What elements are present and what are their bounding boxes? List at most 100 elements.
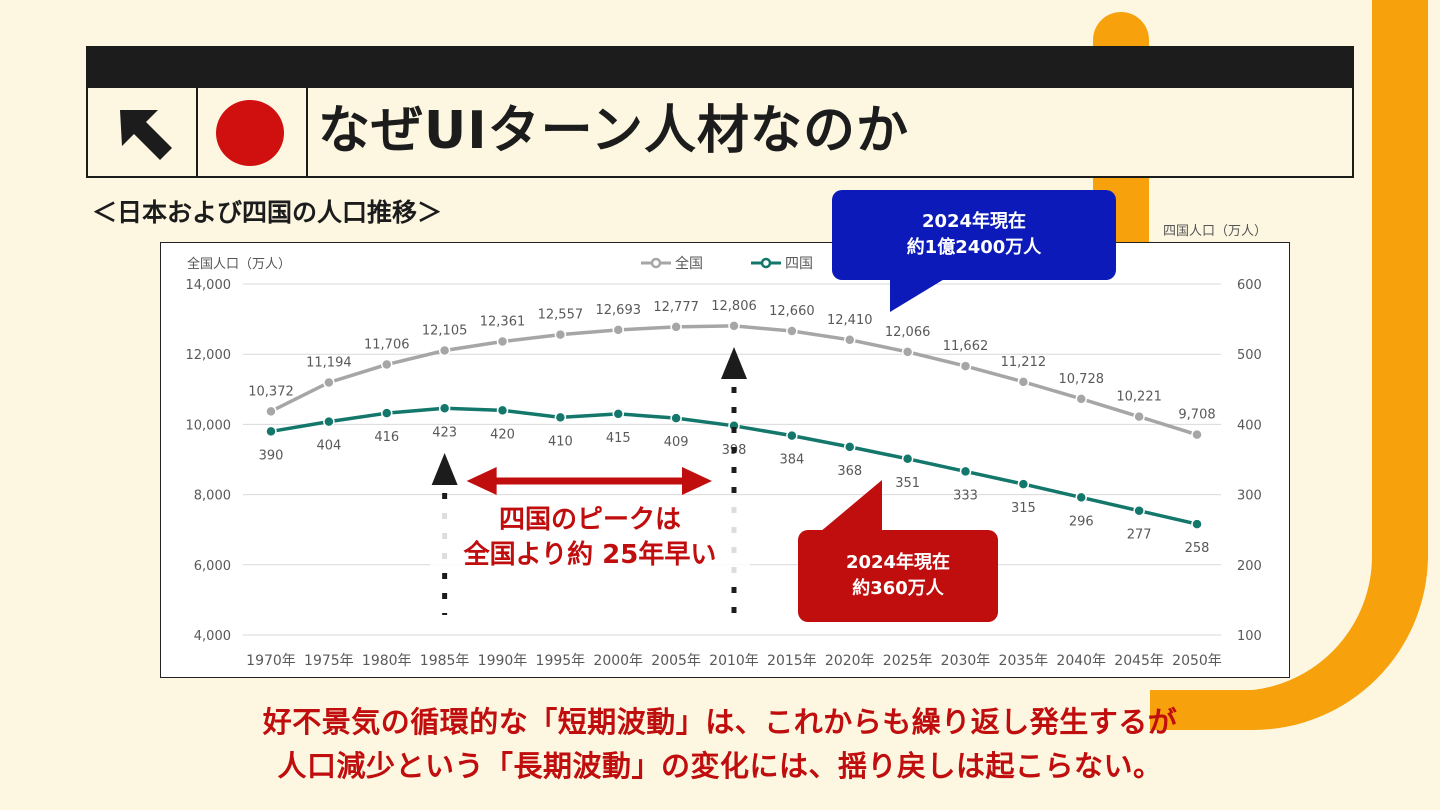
data-point [844, 334, 856, 346]
data-label: 423 [432, 425, 457, 440]
data-label: 10,728 [1059, 372, 1105, 387]
y-right-tick-label: 600 [1237, 278, 1262, 293]
data-point [1017, 376, 1030, 388]
data-label: 10,372 [248, 384, 294, 399]
x-tick-label: 2005年 [651, 653, 701, 669]
right-axis-title: 四国人口（万人） [1163, 224, 1268, 239]
y-right-tick-label: 100 [1237, 629, 1262, 644]
data-point [728, 320, 740, 332]
x-tick-label: 2000年 [593, 653, 643, 669]
data-label: 409 [664, 435, 689, 450]
data-point [554, 411, 567, 424]
peak-arrowhead [431, 453, 458, 485]
legend-label: 全国 [675, 255, 703, 272]
data-label: 11,662 [943, 339, 989, 354]
header-bar [88, 48, 1352, 88]
x-tick-label: 2015年 [767, 653, 817, 669]
callout-shikoku-line2: 約360万人 [852, 578, 944, 599]
x-tick-label: 2050年 [1172, 653, 1222, 669]
data-point [786, 429, 798, 442]
data-label: 9,708 [1178, 408, 1215, 423]
data-label: 12,777 [653, 300, 699, 315]
data-point [670, 412, 682, 424]
x-tick-label: 1990年 [478, 653, 528, 669]
callout-national-line2: 約1億2400万人 [906, 237, 1042, 258]
data-point [901, 346, 914, 358]
data-label: 12,361 [480, 315, 526, 330]
data-point [265, 425, 277, 438]
y-left-tick-label: 4,000 [194, 629, 231, 644]
data-label: 410 [548, 434, 573, 449]
data-label: 12,557 [538, 308, 584, 323]
data-point [786, 325, 798, 337]
data-point [1133, 504, 1145, 517]
chart-panel: 全国人口（万人） 4,000 100 6,000 200 8,000 300 10,000 4… [160, 242, 1290, 678]
data-label: 416 [374, 430, 399, 445]
x-tick-label: 2045年 [1114, 653, 1164, 669]
peak-note: 四国のピークは 全国より約 25年早い [430, 503, 750, 573]
x-tick-label: 2010年 [709, 653, 759, 669]
legend-marker [760, 257, 772, 269]
data-label: 420 [490, 427, 515, 442]
message-line2: 人口減少という「長期波動」の変化には、揺り戻しは起こらない。 [277, 749, 1163, 783]
peak-gap-arrowhead-right [682, 467, 712, 495]
data-label: 415 [606, 431, 631, 446]
data-point [1191, 428, 1203, 441]
data-label: 12,066 [885, 325, 931, 340]
page-title: なぜUIターン人材なのか [318, 101, 909, 161]
arrow-cell [88, 88, 198, 176]
data-label: 351 [895, 476, 920, 491]
bottom-message: 好不景気の循環的な「短期波動」は、これからも繰り返し発生するが 人口減少という「… [0, 700, 1440, 788]
data-point [496, 335, 509, 348]
data-label: 11,194 [306, 355, 352, 370]
left-axis-title: 全国人口（万人） [187, 257, 292, 272]
legend-marker [650, 257, 662, 269]
x-tick-label: 2025年 [883, 653, 933, 669]
x-tick-label: 2035年 [999, 653, 1049, 669]
data-label: 384 [779, 453, 804, 468]
data-point [844, 441, 856, 453]
data-label: 404 [316, 439, 341, 454]
data-label: 10,221 [1116, 390, 1162, 405]
dot-cell [198, 88, 308, 176]
data-point [554, 328, 567, 341]
peak-note-line2: 全国より約 25年早い [463, 540, 717, 570]
message-line1: 好不景気の循環的な「短期波動」は、これからも繰り返し発生するが [262, 705, 1178, 739]
data-point [323, 415, 335, 428]
data-point [901, 453, 914, 465]
x-tick-label: 2030年 [941, 653, 991, 669]
x-tick-label: 2040年 [1056, 653, 1106, 669]
data-label: 12,693 [596, 303, 642, 318]
data-point [959, 465, 972, 478]
section-title: ＜日本および四国の人口推移＞ [92, 198, 443, 227]
legend-label: 四国 [785, 256, 813, 272]
callout-national-pointer [890, 278, 946, 312]
callout-shikoku-pointer [820, 480, 882, 532]
y-left-tick-label: 12,000 [186, 348, 232, 363]
data-point [381, 407, 393, 419]
x-tick-label: 1980年 [362, 653, 412, 669]
peak-arrowhead [721, 347, 747, 379]
red-circle-icon [216, 100, 284, 166]
y-right-tick-label: 500 [1237, 348, 1262, 363]
data-point [1017, 478, 1030, 490]
x-tick-label: 2020年 [825, 653, 875, 669]
data-label: 333 [953, 488, 978, 503]
x-tick-label: 1975年 [304, 653, 354, 669]
data-label: 12,660 [769, 304, 815, 319]
data-label: 11,212 [1001, 355, 1047, 370]
data-label: 11,706 [364, 338, 410, 353]
data-label: 258 [1185, 541, 1210, 556]
x-tick-label: 1985年 [420, 653, 470, 669]
data-label: 368 [837, 464, 862, 479]
x-tick-label: 1995年 [536, 653, 586, 669]
x-tick-label: 1970年 [246, 653, 296, 669]
y-left-tick-label: 8,000 [194, 489, 231, 504]
callout-national-line1: 2024年現在 [921, 211, 1027, 232]
data-label: 296 [1069, 514, 1094, 529]
data-point [612, 324, 624, 336]
data-label: 277 [1127, 528, 1152, 543]
data-point [1191, 518, 1203, 530]
data-point [496, 404, 509, 417]
data-point [381, 358, 393, 371]
